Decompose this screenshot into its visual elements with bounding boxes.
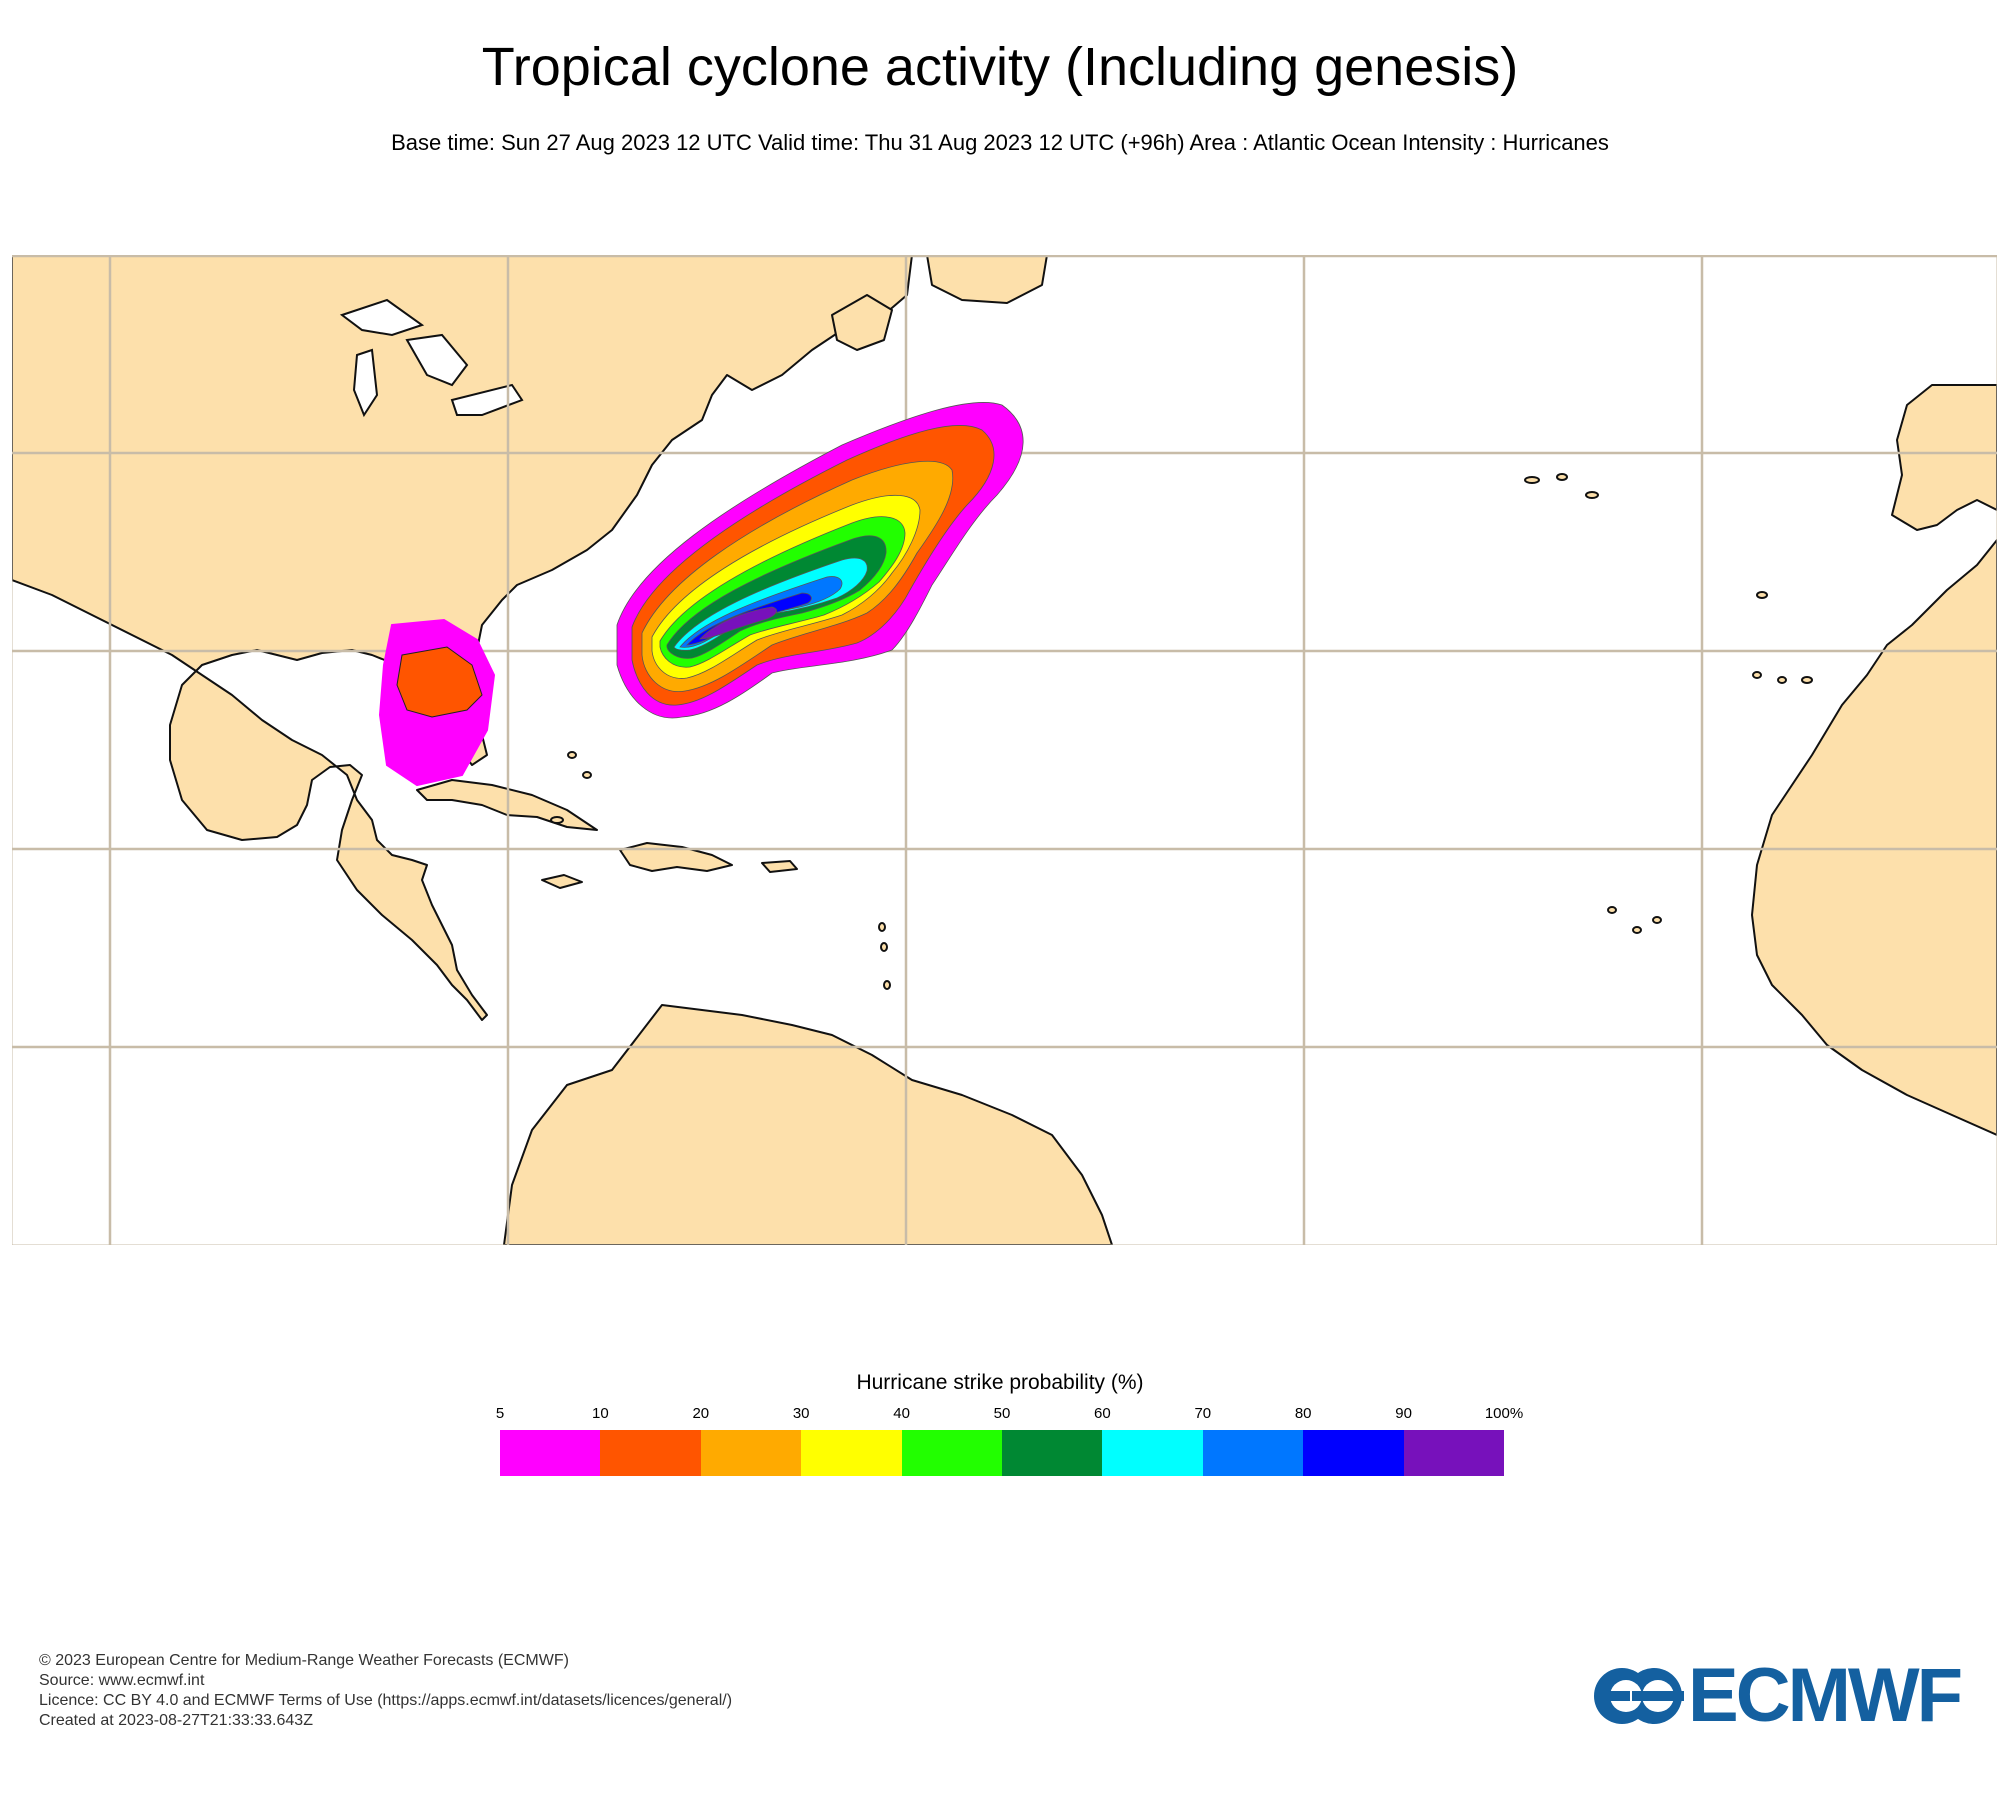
legend-swatch: [901, 1430, 1003, 1476]
newfoundland: [831, 294, 893, 351]
legend-tick-label: 100%: [1484, 1405, 1524, 1422]
jamaica: [541, 874, 583, 889]
great-lakes: [339, 298, 524, 418]
legend-swatch: [1202, 1430, 1304, 1476]
atlantic-map: [12, 255, 1997, 1245]
legend-swatch: [1102, 1430, 1203, 1476]
small-islands: [550, 473, 1813, 990]
chart-title: Tropical cyclone activity (Including gen…: [481, 37, 1519, 97]
legend-tick-label: 5: [495, 1405, 505, 1422]
probability-atlantic: [616, 402, 1024, 719]
legend-color-bar: [500, 1430, 1505, 1476]
south-america: [503, 1004, 1113, 1245]
legend-swatch: [700, 1430, 802, 1476]
legend-swatch: [500, 1430, 601, 1476]
footer-licence: Licence: CC BY 4.0 and ECMWF Terms of Us…: [39, 1692, 733, 1709]
legend-swatch: [1303, 1430, 1404, 1476]
ecmwf-logo-icon: [1594, 1668, 1684, 1724]
probability-gulf: [378, 618, 496, 787]
legend-tick-label: 80: [1294, 1405, 1312, 1422]
legend-title: Hurricane strike probability (%): [856, 1371, 1144, 1394]
legend-ticks: 5 10 20 30 40 50 60 70 80 90 100%: [0, 1405, 2000, 1425]
legend-swatch: [1002, 1430, 1103, 1476]
legend-tick-label: 60: [1094, 1405, 1111, 1422]
ecmwf-logo-text: ECMWF: [1688, 1653, 1963, 1738]
legend-tick-label: 70: [1194, 1405, 1212, 1422]
legend-swatch: [801, 1430, 902, 1476]
iceland-fringe: [926, 255, 1048, 304]
footer-copyright: © 2023 European Centre for Medium-Range …: [39, 1652, 569, 1669]
legend-tick-label: 20: [692, 1405, 710, 1422]
footer: © 2023 European Centre for Medium-Range …: [39, 1651, 732, 1731]
legend-swatch: [1403, 1430, 1505, 1476]
puerto-rico: [761, 860, 798, 873]
europe-africa: [1751, 384, 1997, 1136]
legend-tick-label: 50: [993, 1405, 1011, 1422]
legend-tick-label: 30: [792, 1405, 810, 1422]
footer-created: Created at 2023-08-27T21:33:33.643Z: [39, 1712, 313, 1729]
ecmwf-logo: ECMWF: [1592, 1656, 1972, 1736]
footer-source: Source: www.ecmwf.int: [39, 1672, 205, 1689]
legend-tick-label: 10: [592, 1405, 609, 1422]
legend-swatch: [600, 1430, 701, 1476]
legend-tick-label: 40: [893, 1405, 910, 1422]
chart-subtitle: Base time: Sun 27 Aug 2023 12 UTC Valid …: [391, 130, 1609, 155]
legend-tick-label: 90: [1395, 1405, 1412, 1422]
